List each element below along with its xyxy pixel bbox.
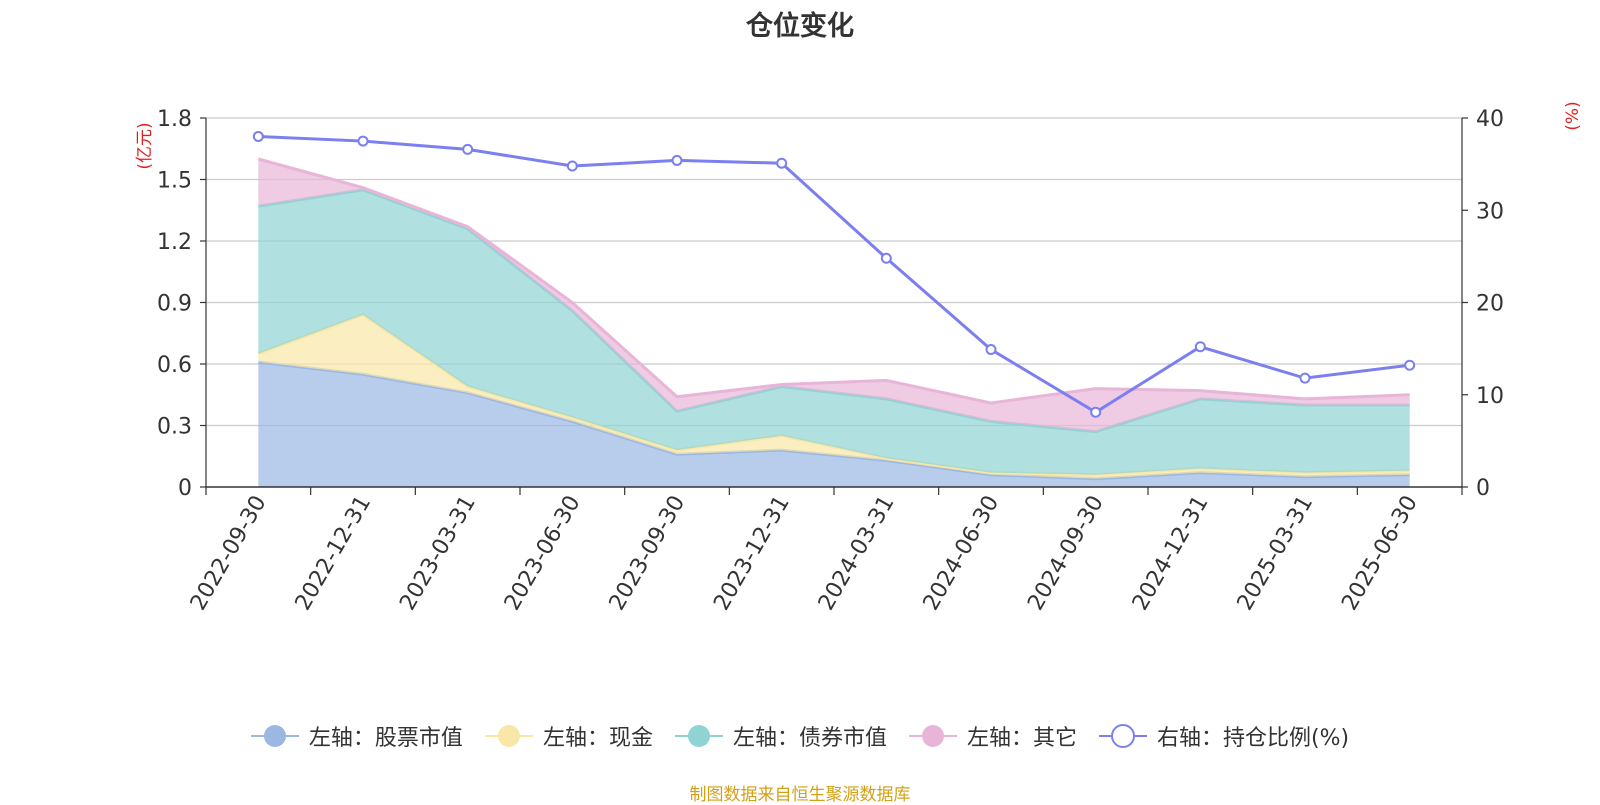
x-tick-label: 2025-06-30 xyxy=(1337,492,1423,615)
legend-label-cash: 左轴：现金 xyxy=(542,726,653,751)
right-axis-unit: (%) xyxy=(1563,101,1583,130)
legend-label-stock: 左轴：股票市值 xyxy=(308,726,463,751)
area-1 xyxy=(258,314,1410,479)
area-edge-3 xyxy=(257,157,1410,405)
x-tick-label: 2023-06-30 xyxy=(500,492,586,615)
ratio-point xyxy=(357,135,369,147)
ratio-line xyxy=(252,130,1416,418)
x-tick-label: 2024-06-30 xyxy=(919,492,1005,615)
legend-marker-ratio-icon xyxy=(1098,724,1147,748)
legend-marker-other-icon xyxy=(908,725,957,747)
stacked-areas xyxy=(257,157,1410,487)
ratio-point xyxy=(776,157,788,169)
right-tick-label: 0 xyxy=(1476,476,1490,501)
x-tick-label: 2022-12-31 xyxy=(291,492,377,615)
legend-item-bond[interactable]: 左轴：债券市值 xyxy=(674,720,887,752)
ratio-point xyxy=(1299,372,1311,384)
ratio-point xyxy=(985,344,997,356)
left-tick-label: 0.9 xyxy=(157,292,192,317)
source-note: 制图数据来自恒生聚源数据库 xyxy=(689,785,911,805)
legend-item-other[interactable]: 左轴：其它 xyxy=(908,720,1077,752)
legend-label-bond: 左轴：债券市值 xyxy=(732,726,887,751)
x-tick-label: 2024-12-31 xyxy=(1128,492,1214,615)
ratio-point xyxy=(252,130,264,142)
legend-marker-bond-icon xyxy=(674,725,723,747)
ratio-point xyxy=(1194,341,1206,353)
legend: 左轴：股票市值 左轴：现金 左轴：债券市值 左轴：其它 右轴：持仓比例(%) xyxy=(0,720,1600,752)
right-tick-label: 10 xyxy=(1476,384,1504,409)
x-tick-label: 2024-03-31 xyxy=(814,492,900,615)
legend-marker-stock-icon xyxy=(250,725,299,747)
left-tick-label: 0 xyxy=(178,476,192,501)
x-tick-label: 2023-09-30 xyxy=(605,492,691,615)
right-tick-label: 30 xyxy=(1476,199,1504,224)
x-tick-label: 2023-12-31 xyxy=(709,492,795,615)
legend-item-ratio[interactable]: 右轴：持仓比例(%) xyxy=(1098,720,1350,752)
ratio-point xyxy=(880,252,892,264)
legend-marker-cash-icon xyxy=(484,725,533,747)
area-0 xyxy=(258,361,1410,487)
x-tick-label: 2024-09-30 xyxy=(1023,492,1109,615)
chart-title: 仓位变化 xyxy=(746,11,854,42)
legend-label-ratio: 右轴：持仓比例(%) xyxy=(1156,726,1350,751)
ratio-point xyxy=(1090,406,1102,418)
x-tick-label: 2022-09-30 xyxy=(186,492,272,615)
left-tick-label: 1.8 xyxy=(157,107,192,132)
legend-item-cash[interactable]: 左轴：现金 xyxy=(484,720,653,752)
x-tick-label: 2023-03-31 xyxy=(395,492,481,615)
ratio-point xyxy=(462,143,474,155)
right-tick-label: 40 xyxy=(1476,107,1504,132)
ratio-point xyxy=(671,154,683,166)
legend-label-other: 左轴：其它 xyxy=(966,726,1077,751)
left-axis-unit: (亿元) xyxy=(135,122,155,169)
ratio-line-path xyxy=(258,134,1410,415)
area-2 xyxy=(258,189,1410,475)
ratio-point xyxy=(1404,359,1416,371)
left-tick-label: 1.5 xyxy=(157,169,192,194)
left-tick-label: 0.3 xyxy=(157,415,192,440)
left-tick-label: 1.2 xyxy=(157,230,192,255)
right-tick-label: 20 xyxy=(1476,292,1504,317)
x-tick-label: 2025-03-31 xyxy=(1233,492,1319,615)
ratio-point xyxy=(566,160,578,172)
left-tick-label: 0.6 xyxy=(157,353,192,378)
legend-item-stock[interactable]: 左轴：股票市值 xyxy=(250,720,463,752)
